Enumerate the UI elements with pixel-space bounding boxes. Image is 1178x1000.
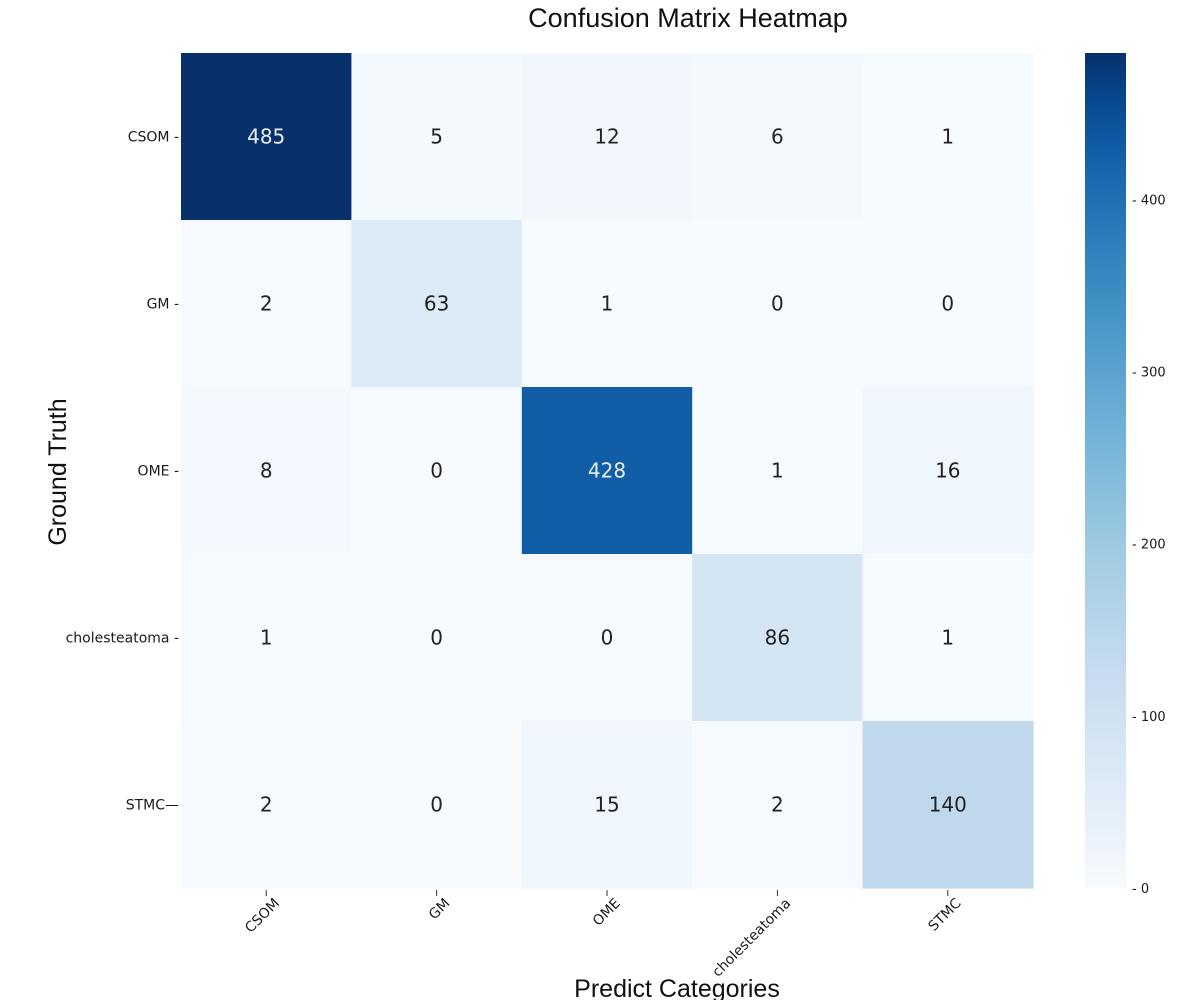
heatmap-cell-csom-ome bbox=[521, 53, 693, 221]
heatmap-cells: 485 5 12 6 12 63 1 0 08 0 428 1 161 0 0 86 12 0 15 2 140 bbox=[181, 53, 1034, 889]
heatmap-cell-gm-stmc bbox=[862, 220, 1034, 388]
cell-value-cholesteatoma-csom: 1 bbox=[260, 626, 273, 650]
cell-value-ome-ome: 428 bbox=[588, 459, 626, 483]
heatmap-cell-cholesteatoma-stmc bbox=[862, 554, 1034, 722]
col-tick-cholesteatoma: cholesteatoma bbox=[709, 896, 794, 981]
cell-value-gm-gm: 63 bbox=[424, 292, 449, 316]
row-tick-gm: GM - bbox=[147, 297, 179, 313]
heatmap-cell-cholesteatoma-csom bbox=[181, 554, 352, 722]
heatmap-cell-csom-stmc bbox=[862, 53, 1034, 221]
heatmap-cell-cholesteatoma-ome bbox=[521, 554, 693, 722]
row-tick-labels: CSOM - GM - OME - cholesteatoma - STMC— bbox=[66, 130, 179, 814]
cell-value-stmc-csom: 2 bbox=[260, 793, 273, 817]
colorbar-tick-100: - 100 bbox=[1132, 710, 1166, 725]
x-axis-label: Predict Categories bbox=[574, 975, 780, 1000]
col-tick-ome: OME bbox=[590, 896, 624, 930]
cell-value-csom-ome: 12 bbox=[594, 125, 619, 149]
cell-value-gm-cholesteatoma: 0 bbox=[771, 292, 784, 316]
heatmap-cell-stmc-ome bbox=[521, 721, 693, 889]
cell-value-csom-gm: 5 bbox=[430, 125, 443, 149]
heatmap-cell-ome-csom bbox=[181, 387, 352, 555]
column-tick-labels: CSOM GM OME cholesteatoma STMC bbox=[242, 890, 965, 980]
cell-value-stmc-cholesteatoma: 2 bbox=[771, 793, 784, 817]
cell-value-csom-stmc: 1 bbox=[941, 125, 954, 149]
col-tick-gm: GM bbox=[426, 896, 454, 924]
cell-value-stmc-stmc: 140 bbox=[929, 793, 967, 817]
col-tick-stmc: STMC bbox=[926, 895, 965, 934]
heatmap-cell-stmc-cholesteatoma bbox=[692, 721, 864, 889]
heatmap-cell-cholesteatoma-cholesteatoma bbox=[692, 554, 864, 722]
y-axis-label: Ground Truth bbox=[44, 398, 72, 545]
heatmap-cell-ome-ome bbox=[521, 387, 693, 555]
cell-value-gm-csom: 2 bbox=[260, 292, 273, 316]
col-tick-csom: CSOM bbox=[242, 896, 283, 937]
heatmap-cell-ome-gm bbox=[351, 387, 523, 555]
colorbar bbox=[1085, 53, 1126, 888]
cell-value-stmc-gm: 0 bbox=[430, 793, 443, 817]
heatmap-cell-cholesteatoma-gm bbox=[351, 554, 523, 722]
cell-value-ome-csom: 8 bbox=[260, 459, 273, 483]
cell-value-csom-csom: 485 bbox=[247, 125, 285, 149]
row-tick-stmc: STMC— bbox=[126, 798, 179, 814]
colorbar-tick-300: - 300 bbox=[1132, 366, 1166, 381]
cell-value-gm-ome: 1 bbox=[601, 292, 614, 316]
heatmap-cell-gm-ome bbox=[521, 220, 693, 388]
row-tick-csom: CSOM - bbox=[128, 130, 179, 146]
cell-value-stmc-ome: 15 bbox=[594, 793, 619, 817]
colorbar-tick-400: - 400 bbox=[1132, 193, 1166, 208]
heatmap-cell-csom-gm bbox=[351, 53, 523, 221]
heatmap-cell-stmc-csom bbox=[181, 721, 352, 889]
colorbar-tick-0: - 0 bbox=[1132, 882, 1149, 897]
heatmap-cell-csom-csom bbox=[181, 53, 352, 221]
cell-value-cholesteatoma-ome: 0 bbox=[601, 626, 614, 650]
row-tick-ome: OME - bbox=[138, 464, 179, 480]
colorbar-tick-200: - 200 bbox=[1132, 538, 1166, 553]
colorbar-tick-labels: - 0 - 100 - 200 - 300 - 400 bbox=[1132, 193, 1166, 897]
cell-value-gm-stmc: 0 bbox=[941, 292, 954, 316]
cell-value-cholesteatoma-cholesteatoma: 86 bbox=[765, 626, 790, 650]
cell-value-ome-cholesteatoma: 1 bbox=[771, 459, 784, 483]
heatmap-cell-stmc-gm bbox=[351, 721, 523, 889]
cell-value-csom-cholesteatoma: 6 bbox=[771, 125, 784, 149]
heatmap-cell-csom-cholesteatoma bbox=[692, 53, 864, 221]
cell-value-ome-gm: 0 bbox=[430, 459, 443, 483]
row-tick-cholesteatoma: cholesteatoma - bbox=[66, 631, 179, 647]
heatmap-cell-ome-stmc bbox=[862, 387, 1034, 555]
chart-title: Confusion Matrix Heatmap bbox=[528, 3, 848, 33]
heatmap-cell-gm-cholesteatoma bbox=[692, 220, 864, 388]
heatmap-cell-ome-cholesteatoma bbox=[692, 387, 864, 555]
heatmap-cell-gm-gm bbox=[351, 220, 523, 388]
cell-value-cholesteatoma-stmc: 1 bbox=[941, 626, 954, 650]
cell-value-cholesteatoma-gm: 0 bbox=[430, 626, 443, 650]
heatmap-cell-stmc-stmc bbox=[862, 721, 1034, 889]
cell-value-ome-stmc: 16 bbox=[935, 459, 960, 483]
heatmap-cell-gm-csom bbox=[181, 220, 352, 388]
